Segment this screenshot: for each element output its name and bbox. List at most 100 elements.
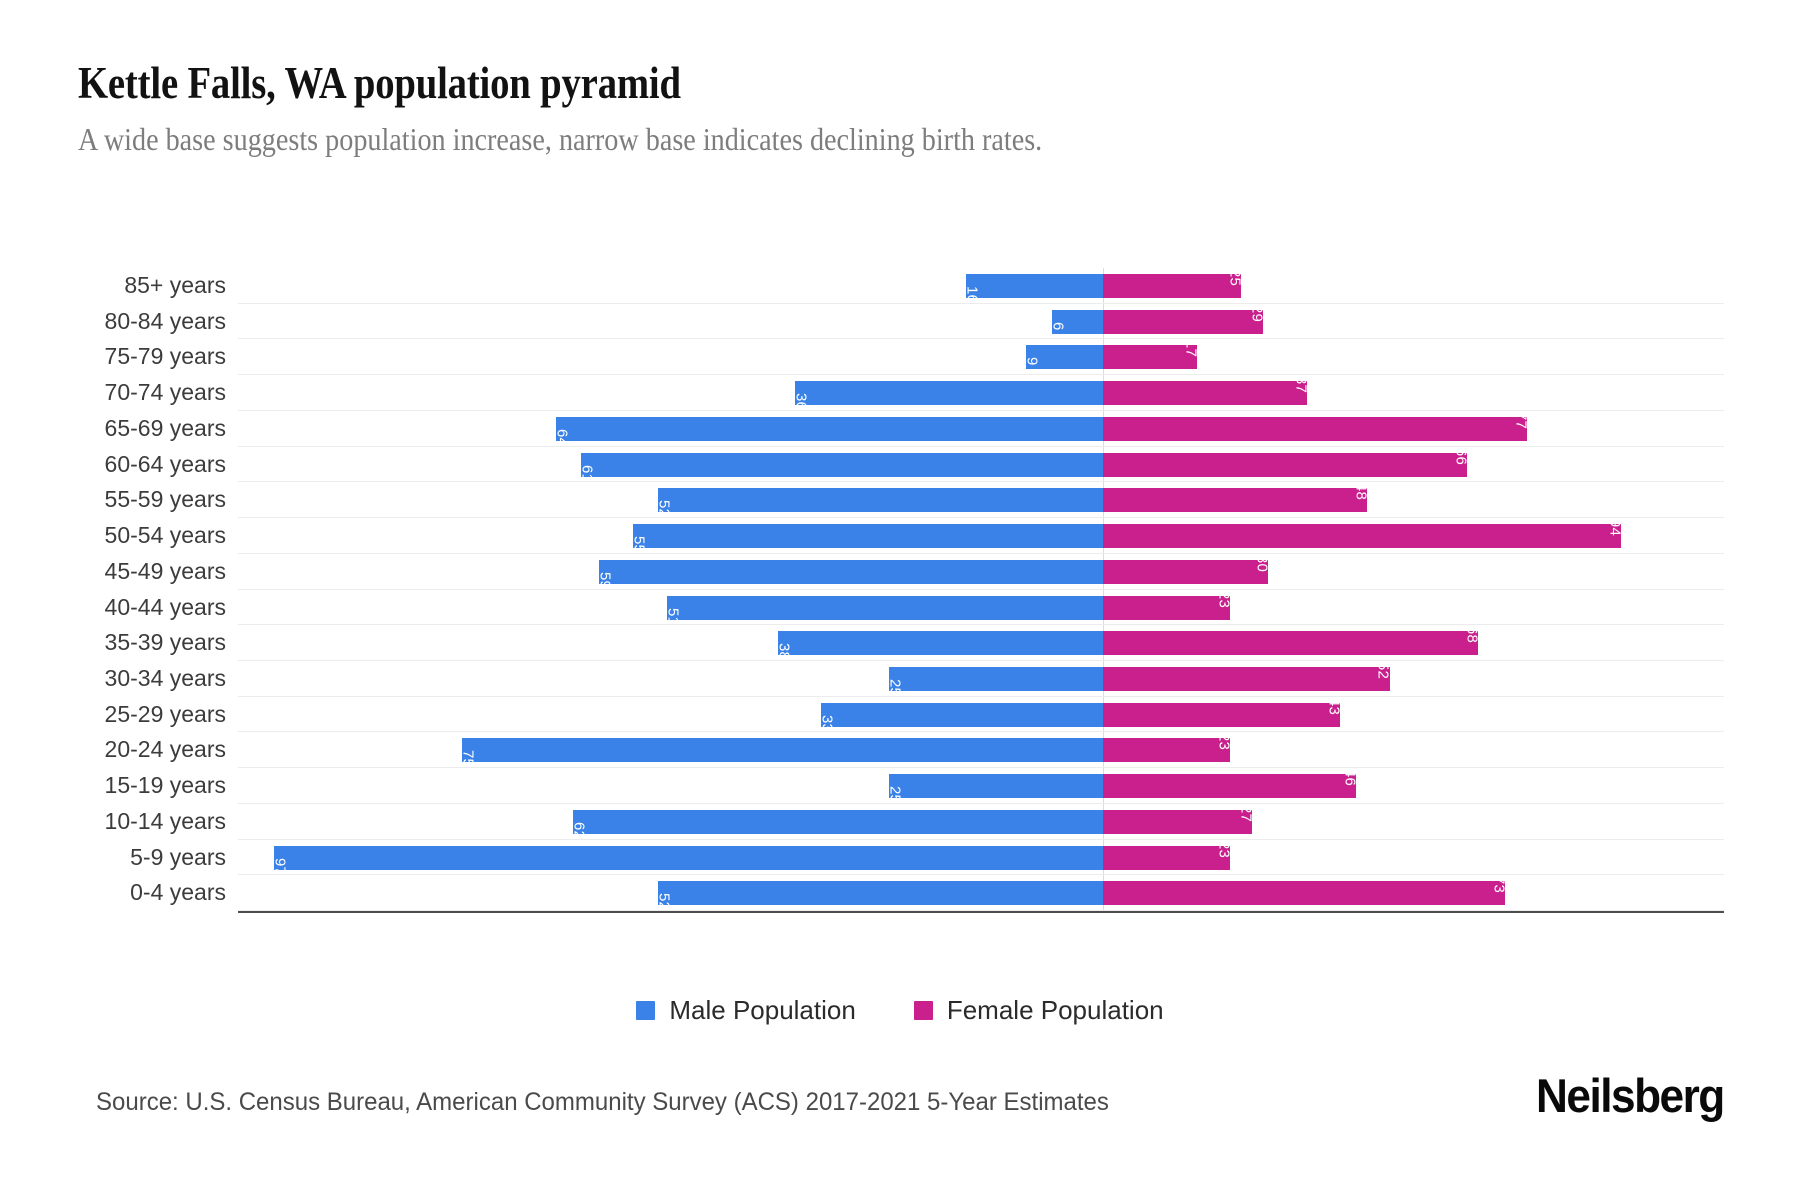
female-bar-value: 66 [1452, 447, 1470, 465]
female-bar-value: 77 [1512, 411, 1530, 429]
male-bar[interactable]: 9 [1023, 345, 1103, 370]
male-bar[interactable]: 52 [656, 488, 1103, 517]
y-axis-category-label: 25-29 years [104, 700, 226, 727]
female-bar[interactable]: 77 [1103, 412, 1530, 441]
male-bar[interactable]: 25 [887, 666, 1103, 696]
female-bar[interactable]: 48 [1103, 483, 1370, 513]
male-bar[interactable]: 33 [818, 702, 1103, 732]
legend-swatch-icon [636, 1001, 656, 1020]
male-bar[interactable]: 64 [553, 416, 1103, 446]
female-bar-value: 94 [1606, 518, 1624, 537]
page-subtitle: A wide base suggests population increase… [78, 121, 1043, 157]
male-bar-value: 33 [818, 714, 836, 732]
male-bar-value: 52 [655, 500, 673, 518]
chart-row: 55-59 years 52 48 [105, 482, 1724, 518]
legend-item[interactable]: Female Population [913, 995, 1164, 1026]
male-bar-value: 36 [792, 393, 810, 411]
y-axis-category-label: 50-54 years [104, 522, 226, 549]
female-bar[interactable]: 23 [1103, 590, 1232, 620]
female-bar[interactable]: 23 [1103, 733, 1232, 763]
page-title: Kettle Falls, WA population pyramid [78, 58, 681, 108]
chart-row: 20-24 years 75 23 [105, 732, 1724, 768]
center-axis-line [1103, 268, 1104, 911]
male-bar[interactable]: 51 [664, 595, 1103, 625]
female-bar[interactable]: 94 [1103, 519, 1623, 549]
chart-row: 85+ years 16 25 [124, 268, 1724, 304]
male-bar[interactable]: 16 [964, 274, 1103, 303]
female-bar-value: 43 [1325, 697, 1343, 715]
female-bar-value: 48 [1352, 483, 1370, 501]
chart-row: 70-74 years 36 37 [105, 375, 1724, 411]
gridline [238, 481, 1724, 483]
male-bar[interactable]: 97 [271, 845, 1103, 875]
legend-item[interactable]: Male Population [636, 995, 856, 1026]
y-axis-category-label: 85+ years [124, 272, 226, 298]
y-axis-category-label: 55-59 years [104, 486, 226, 513]
gridline [238, 517, 1724, 519]
y-axis-category-label: 0-4 years [130, 879, 226, 906]
female-bar[interactable]: 37 [1103, 376, 1309, 406]
male-bar-value: 55 [630, 536, 648, 554]
chart-row: 10-14 years 62 27 [105, 804, 1724, 840]
male-bar-value: 75 [459, 750, 477, 768]
female-bar[interactable]: 68 [1103, 626, 1480, 656]
female-bar[interactable]: 43 [1103, 698, 1342, 727]
gridline [238, 374, 1724, 376]
male-bar[interactable]: 52 [656, 881, 1103, 910]
male-bar-value: 9 [1023, 357, 1041, 366]
male-bar-value: 62 [570, 821, 588, 839]
gridline [238, 659, 1724, 661]
male-bar[interactable]: 61 [579, 452, 1103, 482]
gridline [238, 874, 1724, 876]
chart-row: 80-84 years 6 29 [105, 304, 1724, 340]
male-bar-value: 51 [664, 607, 682, 625]
female-bar[interactable]: 29 [1103, 305, 1265, 334]
chart-row: 50-54 years 55 94 [105, 518, 1724, 554]
female-bar[interactable]: 52 [1103, 662, 1392, 691]
legend-item-label: Female Population [946, 995, 1164, 1025]
male-bar[interactable]: 55 [630, 524, 1103, 553]
female-bar[interactable]: 27 [1103, 805, 1254, 834]
male-bar[interactable]: 36 [793, 381, 1103, 410]
brand-logo: Neilsberg [1536, 1069, 1725, 1122]
female-bar[interactable]: 23 [1103, 840, 1232, 870]
male-bar[interactable]: 75 [459, 738, 1103, 767]
chart-row: 0-4 years 52 73 [130, 875, 1724, 911]
gridline [238, 552, 1724, 554]
y-axis-category-label: 10-14 years [104, 807, 226, 834]
gridline [238, 409, 1724, 411]
gridline [238, 695, 1724, 697]
source-note: Source: U.S. Census Bureau, American Com… [96, 1088, 1109, 1116]
male-bar[interactable]: 59 [596, 559, 1103, 589]
male-bar[interactable]: 6 [1049, 309, 1103, 334]
male-bar[interactable]: 25 [887, 774, 1103, 803]
gridline [238, 302, 1724, 304]
male-bar[interactable]: 38 [776, 631, 1103, 660]
female-bar[interactable]: 66 [1103, 448, 1469, 477]
gridline [238, 445, 1724, 447]
female-bar-value: 46 [1341, 769, 1359, 787]
chart-row: 40-44 years 51 23 [105, 590, 1724, 626]
chart-row: 75-79 years 9 17 [105, 339, 1724, 375]
male-bar-value: 64 [553, 428, 571, 446]
female-bar[interactable]: 30 [1103, 555, 1271, 584]
population-pyramid-plot: 85+ years 16 25 80-84 years 6 29 75-79 years 9 1… [105, 268, 1724, 913]
female-bar-value: 17 [1182, 340, 1200, 358]
female-bar-value: 29 [1248, 304, 1266, 322]
male-bar-value: 16 [963, 286, 981, 304]
female-bar[interactable]: 46 [1103, 769, 1359, 799]
male-bar-value: 25 [886, 678, 904, 697]
y-axis-category-label: 70-74 years [104, 379, 226, 406]
gridline [238, 838, 1724, 840]
female-bar[interactable]: 73 [1103, 876, 1508, 906]
y-axis-category-label: 30-34 years [104, 664, 226, 691]
legend-item-label: Male Population [669, 995, 856, 1025]
female-bar-value: 23 [1215, 840, 1233, 858]
female-bar[interactable]: 25 [1103, 269, 1243, 298]
female-bar-value: 37 [1292, 376, 1310, 394]
female-bar[interactable]: 17 [1103, 340, 1199, 370]
female-bar-value: 30 [1253, 554, 1271, 572]
male-bar[interactable]: 62 [570, 809, 1103, 839]
y-axis-category-label: 35-39 years [104, 629, 226, 656]
